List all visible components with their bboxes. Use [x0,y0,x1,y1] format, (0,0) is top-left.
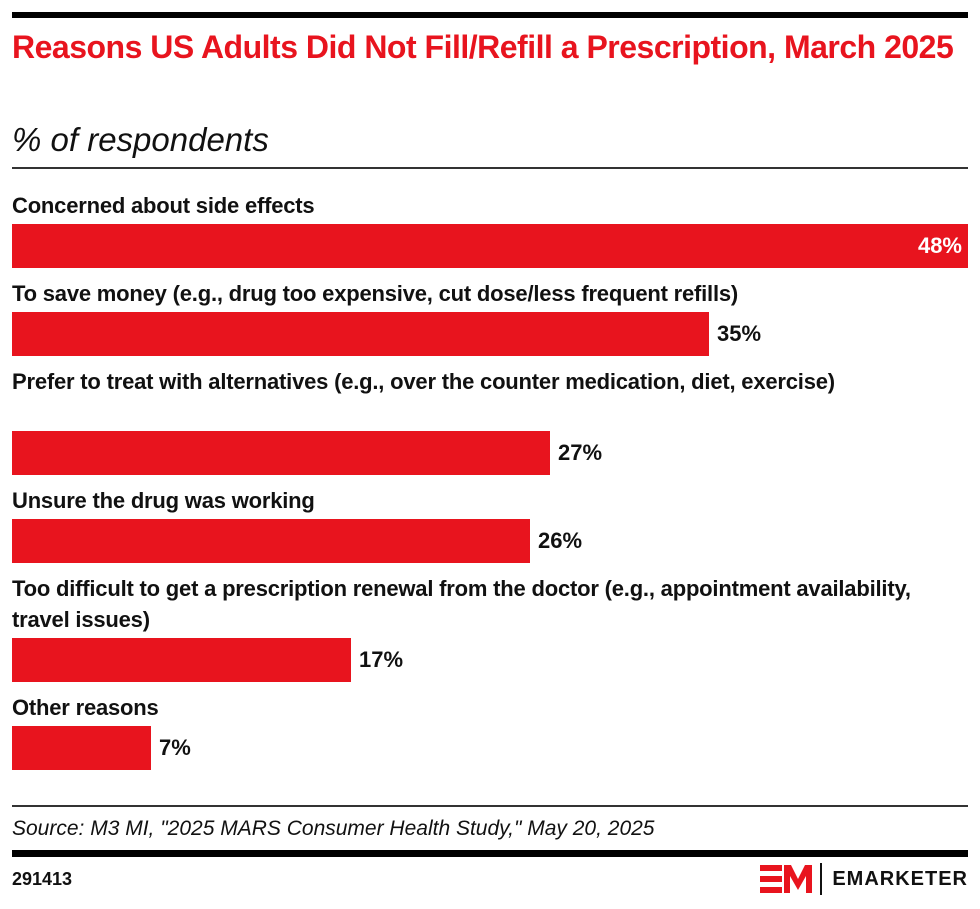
bar [12,312,709,356]
value-label: 26% [538,528,583,553]
brand-logo: EMARKETER [760,863,968,895]
bar [12,431,550,475]
category-label: Other reasons [12,695,159,720]
chart-id: 291413 [12,869,73,889]
value-label: 48% [917,233,962,258]
value-label: 27% [558,440,603,465]
bar [12,638,351,682]
chart-subtitle: % of respondents [12,121,269,158]
value-label: 35% [717,321,762,346]
value-label: 7% [159,735,191,760]
brand-name: EMARKETER [832,867,968,890]
header-divider [12,167,968,169]
bottom-rule [12,850,968,857]
chart-title: Reasons US Adults Did Not Fill/Refill a … [12,29,954,65]
category-label: Unsure the drug was working [12,488,315,513]
category-label: Too difficult to get a prescription rene… [12,576,911,632]
bar [12,224,968,268]
logo-separator [820,863,823,895]
bar [12,519,530,563]
footer-divider [12,805,968,807]
top-rule [12,12,968,18]
category-label: To save money (e.g., drug too expensive,… [12,281,739,306]
category-label: Concerned about side effects [12,193,315,218]
bar [12,726,151,770]
category-label: Prefer to treat with alternatives (e.g.,… [12,369,835,394]
value-label: 17% [359,647,404,672]
source-note: Source: M3 MI, "2025 MARS Consumer Healt… [12,817,655,840]
em-logo-icon [760,865,813,893]
